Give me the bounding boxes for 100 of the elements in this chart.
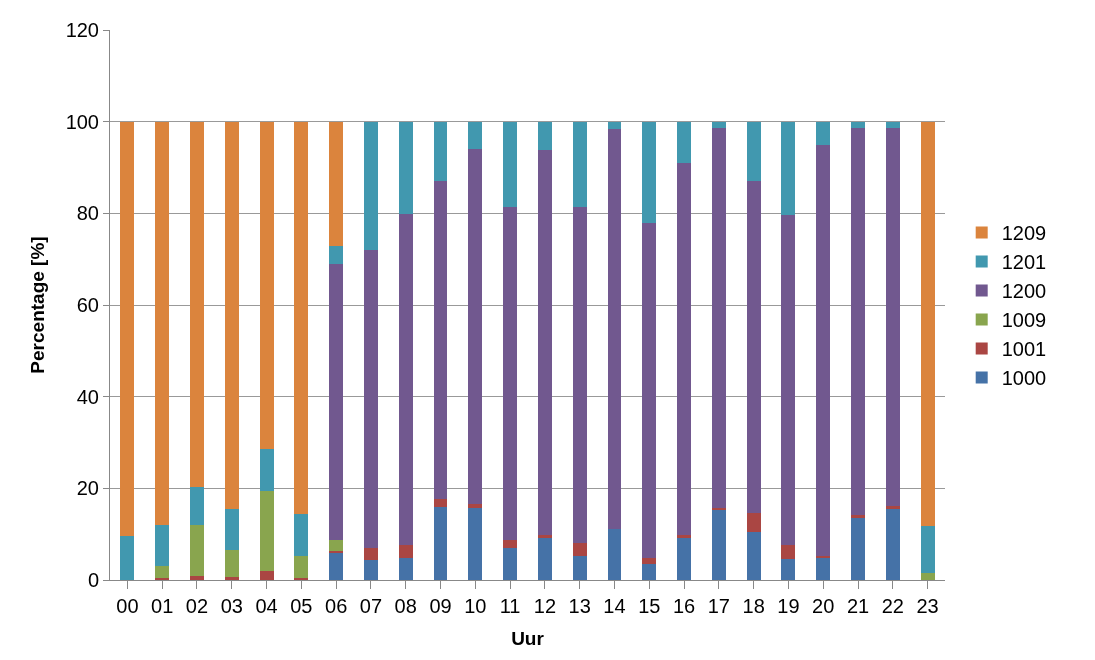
bar: [155, 121, 170, 526]
bar: [398, 214, 413, 545]
bar: [120, 536, 135, 580]
bar: [607, 528, 622, 580]
bar: [433, 121, 448, 182]
bar: [537, 535, 552, 539]
bar: [642, 223, 657, 558]
y-tick-label: 20: [76, 477, 99, 500]
x-tick-label: 08: [394, 595, 417, 617]
y-tick-label: 40: [76, 385, 99, 408]
bar: [711, 121, 726, 129]
bar: [503, 207, 518, 541]
x-tick-label: 20: [812, 595, 835, 617]
x-tick-label: 17: [707, 595, 730, 617]
x-tick-label: 05: [290, 595, 313, 617]
bar: [259, 570, 274, 580]
x-tick-label: 06: [325, 595, 348, 617]
bar: [746, 181, 761, 514]
x-tick-label: 15: [638, 595, 661, 617]
bar: [920, 573, 935, 580]
bar: [190, 121, 204, 487]
bar: [259, 491, 274, 571]
bar: [190, 575, 204, 580]
bar: [711, 509, 726, 580]
y-tick-label: 60: [76, 294, 99, 316]
x-tick-label: 16: [672, 595, 696, 617]
bar: [851, 121, 865, 129]
bar: [642, 121, 657, 224]
bar: [155, 565, 170, 579]
x-tick-label: 03: [220, 595, 243, 617]
legend-label: 1201: [1001, 251, 1047, 274]
bar: [224, 577, 239, 580]
bar: [468, 148, 483, 504]
bar: [433, 506, 448, 580]
bar: [920, 525, 935, 574]
y-tick-label: 100: [65, 110, 99, 133]
x-tick-label: 18: [742, 595, 765, 617]
bar: [503, 548, 518, 580]
bar: [294, 514, 309, 557]
bar: [642, 564, 657, 580]
bar: [294, 556, 309, 579]
bar: [363, 249, 378, 549]
bar: [885, 506, 900, 509]
bar: [398, 557, 413, 580]
x-tick-label: 12: [533, 595, 557, 617]
x-axis-title: Uur: [511, 627, 545, 649]
x-tick-label: 11: [499, 595, 521, 617]
bar: [259, 121, 274, 450]
bar: [885, 128, 900, 507]
bar: [433, 181, 448, 500]
bar: [363, 559, 378, 580]
x-tick-label: 21: [846, 595, 870, 617]
bar: [398, 121, 413, 215]
bar: [781, 558, 796, 580]
y-tick-label: 0: [87, 569, 99, 591]
bar: [711, 128, 726, 509]
y-tick-label: 120: [65, 19, 99, 41]
bar: [329, 263, 344, 540]
bar: [746, 513, 761, 532]
bar: [677, 535, 692, 539]
x-tick-label: 02: [185, 595, 209, 617]
bar: [607, 129, 622, 529]
bar: [224, 121, 239, 509]
legend-label: 1200: [1001, 280, 1047, 303]
bar: [503, 121, 518, 208]
bar: [537, 538, 552, 580]
bar: [363, 121, 378, 250]
bar: [468, 503, 483, 509]
bar: [781, 215, 796, 545]
bar: [433, 499, 448, 507]
bar: [572, 543, 587, 557]
bar: [851, 128, 865, 516]
bar: [224, 508, 239, 550]
x-tick-label: 19: [777, 595, 800, 617]
bar: [572, 207, 587, 544]
bar: [537, 150, 552, 536]
bar: [677, 538, 692, 580]
bar: [224, 549, 239, 578]
bar: [920, 121, 935, 526]
bar: [851, 517, 865, 580]
y-tick-label: 80: [76, 202, 99, 225]
bar: [851, 515, 865, 518]
x-tick-label: 23: [916, 595, 939, 617]
bar: [816, 121, 831, 146]
legend-label: 1000: [1001, 367, 1047, 390]
bar: [885, 121, 900, 129]
bar: [155, 525, 170, 566]
bar: [746, 531, 761, 580]
bar: [781, 544, 796, 559]
bar: [677, 121, 692, 164]
x-tick-label: 10: [464, 595, 487, 617]
legend-label: 1209: [1001, 222, 1047, 245]
x-tick-label: 01: [151, 595, 174, 617]
bar: [329, 552, 344, 580]
x-tick-label: 22: [881, 595, 904, 617]
x-tick-label: 09: [429, 595, 452, 617]
x-tick-label: 07: [359, 595, 383, 617]
bar: [329, 121, 344, 247]
bar: [329, 246, 344, 264]
bar: [294, 121, 309, 515]
